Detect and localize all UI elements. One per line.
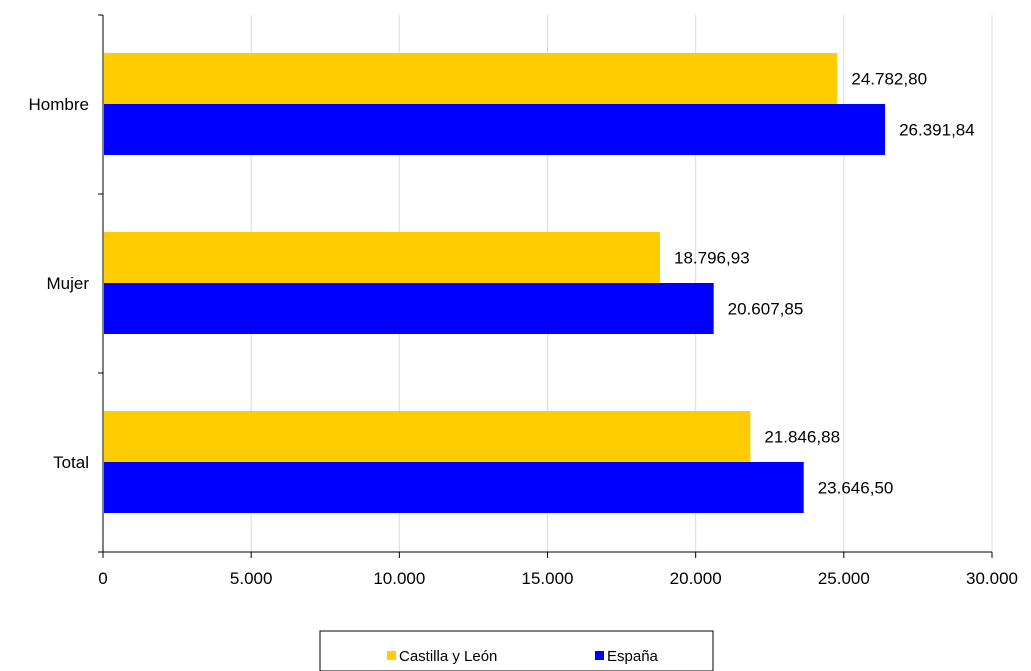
bar-mujer-castilla	[104, 232, 661, 283]
legend-swatch	[595, 651, 604, 660]
data-label: 21.846,88	[764, 428, 840, 447]
legend-box	[319, 630, 714, 671]
bar-hombre-castilla	[104, 53, 838, 104]
category-label: Total	[53, 453, 89, 472]
x-tick-label: 0	[98, 569, 107, 588]
bar-total-espana	[104, 462, 804, 513]
data-label: 26.391,84	[899, 121, 975, 140]
data-label: 24.782,80	[851, 70, 927, 89]
legend-label: Castilla y León	[399, 648, 497, 665]
bar-mujer-espana	[104, 283, 714, 334]
x-tick-label: 10.000	[373, 569, 425, 588]
data-label: 20.607,85	[728, 300, 804, 319]
category-label: Mujer	[46, 274, 89, 293]
x-tick-label: 20.000	[670, 569, 722, 588]
legend-label: España	[607, 648, 659, 665]
legend-swatch	[387, 651, 396, 660]
x-tick-label: 30.000	[966, 569, 1018, 588]
x-tick-label: 15.000	[522, 569, 574, 588]
data-label: 23.646,50	[818, 479, 894, 498]
data-label: 18.796,93	[674, 249, 750, 268]
x-tick-label: 5.000	[230, 569, 273, 588]
bar-total-castilla	[104, 411, 751, 462]
bar-hombre-espana	[104, 104, 886, 155]
x-tick-label: 25.000	[818, 569, 870, 588]
category-label: Hombre	[29, 95, 89, 114]
